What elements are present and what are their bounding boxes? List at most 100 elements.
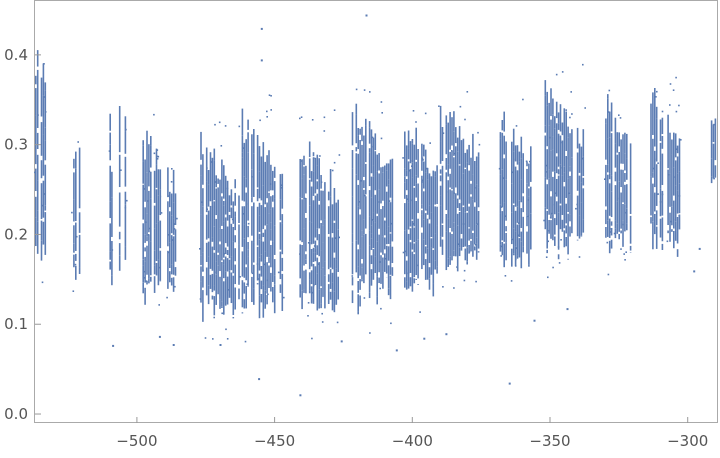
data-point [567,213,569,255]
data-point [355,153,358,175]
data-point [659,142,662,150]
data-point [423,219,425,240]
data-point [388,200,391,202]
data-point [245,267,247,281]
data-point [569,166,571,172]
data-point [474,244,477,246]
data-point [654,214,656,235]
data-point [382,257,384,272]
data-point [667,230,669,234]
data-point [311,119,314,121]
data-point [405,281,408,290]
data-point [372,249,375,280]
data-point [200,266,202,282]
data-point [144,159,146,202]
data-point [673,218,675,221]
data-point [409,228,412,240]
data-point [389,233,392,245]
data-point [678,215,680,217]
data-point [370,129,373,174]
data-point [382,236,384,255]
data-point [478,143,481,146]
data-point [215,274,217,305]
data-point [305,198,307,213]
data-point [652,92,654,135]
data-point [381,112,383,114]
data-point [462,223,465,225]
data-point [453,287,455,289]
data-point [456,141,459,144]
data-point [357,249,359,267]
data-point [650,147,652,177]
data-point [211,237,214,242]
data-point [320,181,323,183]
data-point [571,195,573,234]
data-point [316,154,319,166]
data-point [262,241,265,286]
data-point [477,187,480,208]
data-point [251,272,254,275]
data-point [310,171,313,182]
data-point [561,122,564,136]
data-point [365,125,367,163]
data-point [303,228,305,243]
data-point [501,120,504,131]
data-point [273,284,276,314]
data-point [514,231,517,247]
data-point [678,138,681,172]
data-point [404,230,406,275]
data-point [144,247,146,252]
data-point [561,140,564,176]
data-point [654,158,656,161]
data-point [351,196,354,234]
data-point [199,298,202,300]
data-point [169,211,171,243]
data-point [170,277,173,286]
data-point [447,164,449,177]
data-point [652,212,654,222]
data-point [243,282,246,294]
data-point [559,164,562,204]
data-point [447,180,449,190]
data-point [472,133,474,175]
data-point [616,201,619,224]
data-point [618,114,620,116]
data-point [35,75,37,85]
data-point [614,117,617,144]
data-point [676,217,679,244]
data-point [441,225,444,237]
data-point [580,146,583,183]
data-point [311,291,314,294]
data-point [374,151,377,191]
data-point [167,167,169,198]
data-point [241,157,244,201]
data-point [75,188,77,222]
data-point [379,287,381,290]
data-point [417,239,419,279]
data-point [209,152,212,175]
data-point [223,281,225,315]
data-point [563,134,566,167]
data-point [264,290,266,309]
data-point [160,212,163,214]
data-point [578,256,581,258]
data-point [466,212,468,248]
data-point [223,205,225,222]
data-point [169,191,171,208]
data-point [676,190,679,214]
data-point [150,171,152,199]
data-point [256,246,259,261]
data-point [626,223,628,231]
data-point [434,233,436,261]
data-point [413,243,416,253]
y-tick-label: 0.0 [4,405,28,423]
data-point [374,194,377,223]
data-point [219,276,221,300]
data-point [157,221,160,260]
data-point [172,344,175,346]
data-point [305,217,307,223]
data-point [238,195,240,224]
data-point [316,228,319,241]
data-point [374,133,377,151]
data-point [626,133,628,159]
